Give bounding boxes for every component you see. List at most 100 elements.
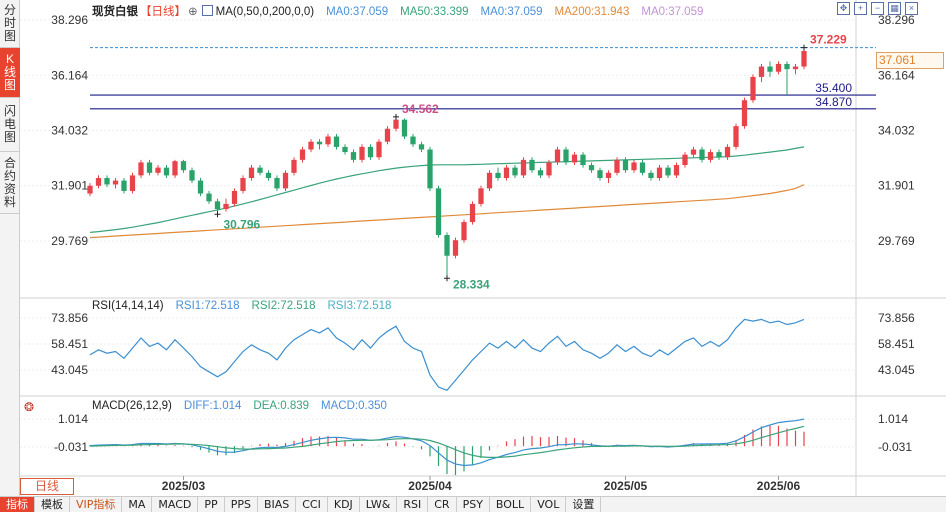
swing-low-label: 30.796 (224, 217, 261, 231)
indicator-tab-9[interactable]: KDJ (328, 497, 360, 512)
expand-icon[interactable]: ✥ (837, 2, 850, 15)
current-price-tag: 37.061 (876, 52, 944, 69)
candle-body (554, 149, 561, 163)
date-tick: 2025/05 (604, 479, 648, 493)
indicator-tab-5[interactable]: PP (198, 497, 225, 512)
rsi-value-0: RSI1:72.518 (175, 300, 240, 312)
candle-body (180, 161, 187, 171)
indicator-tab-1[interactable]: 模板 (35, 497, 70, 512)
candle-body (95, 177, 102, 186)
candle-body (656, 167, 663, 178)
candle-body (104, 177, 110, 185)
low-label-marker (444, 275, 450, 282)
candle-body (197, 180, 204, 194)
macd-dea-line (89, 425, 805, 458)
macd-legend: MACD(26,12,9) DIFF:1.014 DEA:0.839 MACD:0.3… (92, 400, 399, 412)
candle-body (801, 50, 807, 67)
ma-toggle-icon[interactable] (201, 5, 213, 16)
indicator-tab-11[interactable]: RSI (397, 497, 429, 512)
price-tick-right: 34.032 (878, 124, 915, 138)
high-label-marker (801, 44, 807, 51)
candle-body (87, 185, 93, 194)
indicator-tab-7[interactable]: BIAS (258, 497, 297, 512)
zoom-out-icon[interactable]: − (871, 2, 884, 15)
tab-kline[interactable]: K线图 (0, 48, 20, 98)
candle-body (248, 167, 255, 178)
candle-body (393, 119, 399, 129)
tab-contract-info[interactable]: 合约资料 (0, 152, 20, 214)
period-selector[interactable]: 日线 (20, 478, 74, 495)
kline-chart[interactable]: 38.296 38.296 36.164 36.164 34.032 34.032 31.9… (20, 0, 946, 496)
candle-body (580, 154, 586, 166)
macd-tick-left: -0.031 (54, 440, 88, 454)
indicator-tab-3[interactable]: MA (122, 497, 153, 512)
indicator-tab-13[interactable]: PSY (457, 497, 490, 512)
candle-body (571, 154, 578, 163)
price-tick-right: 38.296 (878, 13, 915, 27)
indicator-tab-8[interactable]: CCI (296, 497, 328, 512)
candle-body (333, 136, 340, 147)
tab-timeshare-label: 分时图 (4, 3, 17, 43)
candle-body (614, 159, 620, 173)
indicator-tab-6[interactable]: PPS (225, 497, 258, 512)
candle-body (733, 126, 739, 147)
ma-value-2: MA0:37.059 (480, 6, 543, 18)
rsi-tick-right: 43.045 (878, 363, 915, 377)
candle-body (716, 152, 722, 158)
close-icon[interactable]: × (905, 2, 918, 15)
candle-body (129, 175, 136, 191)
candle-body (189, 170, 195, 181)
settings-icon[interactable]: ⊕ (188, 6, 198, 18)
indicator-tab-15[interactable]: VOL (531, 497, 567, 512)
date-tick: 2025/04 (408, 479, 452, 493)
candle-body (529, 159, 535, 171)
candle-body (792, 66, 799, 70)
main-legend: 现货白银 【日线】 ⊕ MA(0,50,0,200,0,0) MA0:37.059 MA5… (92, 3, 715, 19)
candle-body (146, 162, 153, 173)
tab-flash[interactable]: 闪电图 (0, 98, 20, 152)
rsi-title: RSI(14,14,14) (92, 300, 164, 312)
mid-high-label-marker (393, 113, 399, 120)
rsi-tick-right: 73.856 (878, 311, 915, 325)
candle-body (265, 172, 272, 178)
candle-body (546, 162, 552, 176)
level-label-1: 35.400 (815, 81, 852, 95)
candle-body (588, 165, 595, 171)
indicator-tab-14[interactable]: BOLL (490, 497, 532, 512)
candle-body (384, 128, 391, 142)
candle-body (503, 167, 510, 178)
tab-timeshare[interactable]: 分时图 (0, 0, 20, 48)
macd-settings-icon[interactable]: ❂ (24, 400, 35, 414)
candle-body (631, 162, 637, 171)
zoom-in-icon[interactable]: + (854, 2, 867, 15)
candle-body (495, 172, 501, 178)
indicator-tab-0[interactable]: 指标 (0, 497, 35, 512)
candle-body (478, 188, 484, 204)
high-label: 37.229 (810, 33, 847, 47)
candle-body (214, 201, 221, 210)
candle-body (231, 190, 238, 204)
swing-low-label-marker (214, 211, 221, 218)
indicator-tab-10[interactable]: LW& (360, 497, 398, 512)
candle-body (435, 188, 442, 236)
instrument-name: 现货白银 (92, 6, 138, 18)
rsi-tick-left: 58.451 (51, 337, 88, 351)
candle-body (325, 136, 331, 145)
indicator-tab-4[interactable]: MACD (152, 497, 199, 512)
ma-value-1: MA50:33.399 (400, 6, 469, 18)
candle-body (665, 167, 671, 176)
candle-body (461, 222, 467, 241)
candle-body (427, 149, 433, 189)
candle-body (597, 170, 603, 178)
ma-value-3: MA200:31.943 (554, 6, 630, 18)
indicator-tab-2[interactable]: VIP指标 (70, 497, 123, 512)
macd-value-0: DIFF:1.014 (183, 400, 242, 412)
grid-icon[interactable]: ▦ (888, 2, 901, 15)
candle-body (274, 177, 280, 189)
indicator-tab-12[interactable]: CR (428, 497, 457, 512)
indicator-tab-16[interactable]: 设置 (566, 497, 602, 512)
candle-body (563, 149, 569, 163)
candle-body (418, 144, 425, 150)
rsi-value-2: RSI3:72.518 (327, 300, 392, 312)
rsi-tick-left: 43.045 (51, 363, 88, 377)
